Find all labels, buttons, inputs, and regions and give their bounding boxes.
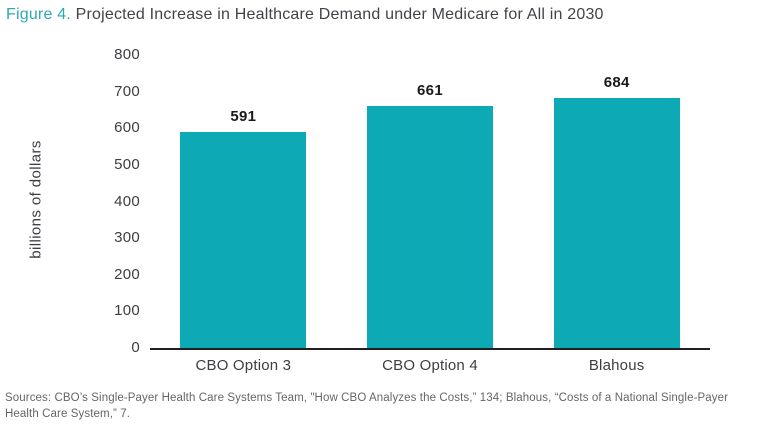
bar-value-label: 684 [603,73,630,91]
bar-cbo-option-4 [367,105,493,348]
figure-number: Figure 4. [6,6,71,23]
figure-title: Figure 4. Projected Increase in Healthca… [6,6,604,24]
x-axis-label: CBO Option 3 [195,357,292,374]
y-tick-label: 800 [114,46,140,63]
y-tick-label: 300 [114,229,140,247]
y-tick-label: 100 [114,302,140,320]
y-tick-label: 200 [114,265,140,283]
y-tick-label: 400 [114,192,140,210]
source-note: Sources: CBO’s Single-Payer Health Care … [5,392,729,420]
bar-blahous [553,97,680,348]
y-tick-label: 0 [131,339,140,356]
x-axis-labels: CBO Option 3 CBO Option 4 Blahous [150,357,710,379]
y-tick-label: 700 [114,82,140,100]
bar-value-label: 591 [230,107,257,125]
bar-cbo-option-3 [180,131,307,348]
plot-area: 591 661 684 [150,55,710,350]
x-axis-label: CBO Option 4 [382,357,478,374]
y-axis-ticks: 0 100 200 300 400 500 600 700 800 [0,46,140,356]
figure-title-text: Projected Increase in Healthcare Demand … [70,6,604,23]
y-tick-label: 500 [114,155,140,173]
x-axis-label: Blahous [588,357,645,374]
y-tick-label: 600 [114,119,140,137]
bar-value-label: 661 [417,81,443,99]
